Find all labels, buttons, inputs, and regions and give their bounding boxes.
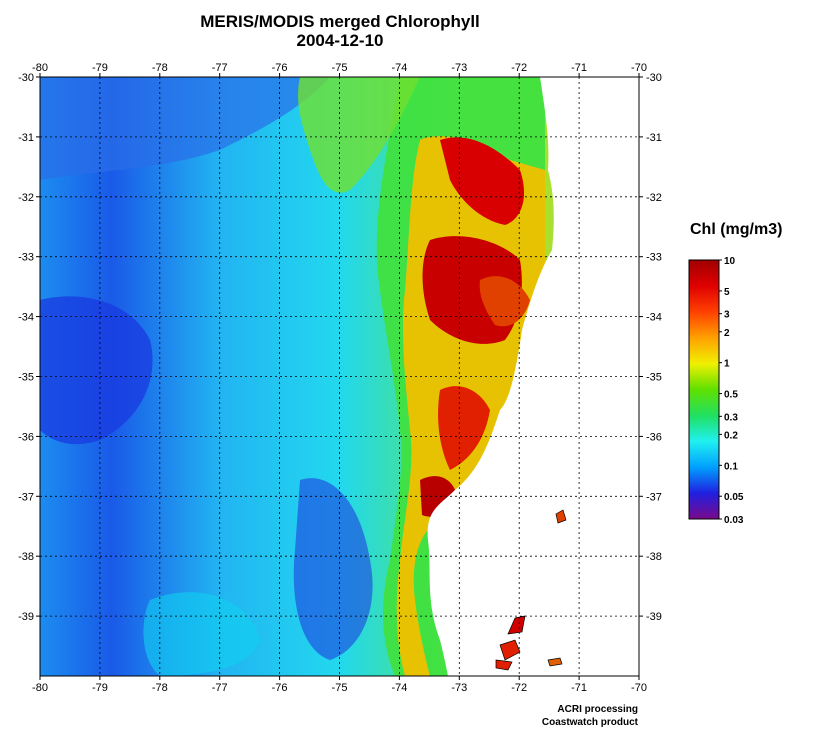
colorbar-label: 1 — [724, 359, 730, 370]
colorbar-label: 0.1 — [724, 461, 738, 472]
lon-tick-label-bottom: -75 — [332, 682, 348, 694]
lat-tick-label-right: -32 — [646, 192, 662, 204]
lat-tick-label-left: -39 — [18, 611, 34, 623]
credit-processing: ACRI processing — [557, 704, 638, 715]
lat-tick-label-left: -34 — [18, 312, 34, 324]
colorbar-label: 0.5 — [724, 390, 738, 401]
lat-tick-label-left: -38 — [18, 551, 34, 563]
map-date: 2004-12-10 — [296, 31, 384, 50]
lon-tick-label-top: -73 — [451, 62, 467, 74]
lon-tick-label-top: -74 — [391, 62, 407, 74]
lon-tick-label-bottom: -78 — [152, 682, 168, 694]
credit-product: Coastwatch product — [541, 717, 638, 728]
lat-tick-label-left: -33 — [18, 252, 34, 264]
lat-tick-label-left: -30 — [18, 72, 34, 84]
lat-tick-label-right: -33 — [646, 252, 662, 264]
lat-tick-label-right: -31 — [646, 132, 662, 144]
colorbar-label: 0.03 — [724, 515, 744, 526]
colorbar-label: 0.3 — [724, 412, 738, 423]
map-image — [40, 77, 639, 676]
lon-tick-label-top: -75 — [332, 62, 348, 74]
colorbar — [688, 259, 720, 520]
lat-tick-label-right: -36 — [646, 431, 662, 443]
lat-tick-label-left: -37 — [18, 491, 34, 503]
lat-tick-label-left: -31 — [18, 132, 34, 144]
lon-tick-label-bottom: -77 — [212, 682, 228, 694]
lon-tick-label-bottom: -80 — [32, 682, 48, 694]
lon-tick-label-bottom: -74 — [391, 682, 407, 694]
lon-tick-label-top: -76 — [272, 62, 288, 74]
lon-tick-label-top: -72 — [511, 62, 527, 74]
lon-tick-label-bottom: -76 — [272, 682, 288, 694]
lat-tick-label-left: -32 — [18, 192, 34, 204]
lon-tick-label-bottom: -73 — [451, 682, 467, 694]
lat-tick-label-right: -39 — [646, 611, 662, 623]
lat-tick-label-left: -35 — [18, 372, 34, 384]
colorbar-label: 2 — [724, 328, 730, 339]
lon-tick-label-bottom: -79 — [92, 682, 108, 694]
lon-tick-label-bottom: -72 — [511, 682, 527, 694]
lon-tick-label-top: -78 — [152, 62, 168, 74]
lon-tick-label-bottom: -71 — [571, 682, 587, 694]
lat-tick-label-right: -37 — [646, 491, 662, 503]
lon-tick-label-top: -77 — [212, 62, 228, 74]
lon-tick-label-top: -71 — [571, 62, 587, 74]
legend-title: Chl (mg/m3) — [690, 221, 783, 238]
lon-tick-label-top: -80 — [32, 62, 48, 74]
colorbar-label: 10 — [724, 256, 736, 267]
colorbar-label: 0.05 — [724, 492, 744, 503]
lat-tick-label-right: -35 — [646, 372, 662, 384]
colorbar-label: 0.2 — [724, 430, 738, 441]
lon-tick-label-bottom: -70 — [631, 682, 647, 694]
lat-tick-label-left: -36 — [18, 431, 34, 443]
lat-tick-label-right: -34 — [646, 312, 662, 324]
lat-tick-label-right: -30 — [646, 72, 662, 84]
lat-tick-label-right: -38 — [646, 551, 662, 563]
colorbar-label: 5 — [724, 287, 730, 298]
colorbar-label: 3 — [724, 310, 730, 321]
map-title: MERIS/MODIS merged Chlorophyll — [200, 12, 480, 31]
lon-tick-label-top: -79 — [92, 62, 108, 74]
lon-tick-label-top: -70 — [631, 62, 647, 74]
